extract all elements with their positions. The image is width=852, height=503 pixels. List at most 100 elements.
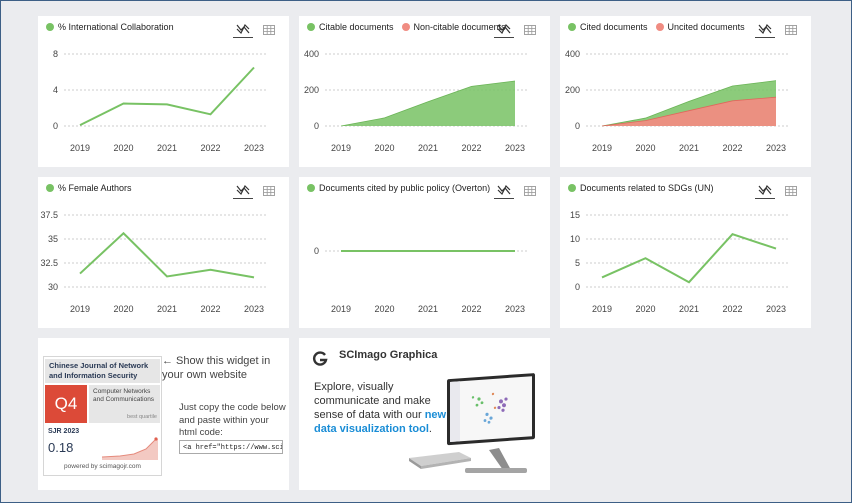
chart-view-toggle [755, 182, 801, 199]
chart-plot: 30 32.5 35 37.5 2019 2020 2021 2022 2023 [40, 210, 268, 314]
legend-item[interactable]: Citable documents [307, 22, 394, 32]
x-tick-label: 2023 [766, 304, 786, 314]
x-tick-label: 2020 [113, 304, 133, 314]
legend-label: % Female Authors [58, 183, 132, 193]
x-tick-label: 2021 [157, 304, 177, 314]
chart-plot: 0 5 10 15 2019 2020 2021 2022 2023 [570, 210, 790, 314]
y-tick-label: 4 [53, 85, 58, 95]
chart-view-toggle [233, 21, 279, 38]
x-tick-label: 2022 [461, 143, 481, 153]
y-tick-label: 0 [314, 121, 319, 131]
x-tick-label: 2022 [722, 304, 742, 314]
table-icon[interactable] [520, 22, 540, 38]
chart-view-toggle [494, 21, 540, 38]
x-tick-label: 2019 [70, 304, 90, 314]
legend-item[interactable]: Documents related to SDGs (UN) [568, 183, 714, 193]
legend-dot-icon [568, 184, 576, 192]
y-tick-label: 400 [304, 49, 319, 59]
legend-label: Citable documents [319, 22, 394, 32]
x-tick-label: 2019 [592, 143, 612, 153]
widget-sjr-label: SJR 2023 [48, 428, 80, 435]
graphica-link[interactable]: new data visualization tool [314, 409, 447, 435]
legend-dot-icon [46, 184, 54, 192]
x-tick-label: 2023 [244, 143, 264, 153]
sjr-widget[interactable]: Chinese Journal of Network and Informati… [43, 356, 162, 476]
legend-item[interactable]: Non-citable documents [401, 22, 506, 32]
legend-dot-icon [307, 23, 315, 31]
chart-plot: 0 4 8 2019 2020 2021 2022 2023 [53, 49, 268, 153]
x-tick-label: 2022 [200, 304, 220, 314]
chart-legend: Citable documents Non-citable documents [307, 22, 514, 32]
y-tick-label: 0 [575, 121, 580, 131]
y-tick-label: 400 [565, 49, 580, 59]
chart-legend: % International Collaboration [46, 22, 182, 32]
table-icon[interactable] [259, 22, 279, 38]
trend-icon[interactable] [494, 182, 514, 199]
y-tick-label: 200 [304, 85, 319, 95]
x-tick-label: 2020 [374, 304, 394, 314]
graphica-ad-card[interactable]: SCImago Graphica Explore, visually commu… [299, 338, 550, 490]
table-icon[interactable] [781, 22, 801, 38]
x-tick-label: 2019 [592, 304, 612, 314]
x-tick-label: 2020 [635, 304, 655, 314]
legend-dot-icon [568, 23, 576, 31]
trend-icon[interactable] [755, 21, 775, 38]
y-tick-label: 8 [53, 49, 58, 59]
chart-card-female-authors: % Female Authors 30 32.5 35 37.5 2019 2020 2021… [38, 177, 289, 328]
legend-item[interactable]: Cited documents [568, 22, 648, 32]
x-tick-label: 2020 [635, 143, 655, 153]
graphica-text-tail: . [428, 423, 432, 435]
y-tick-label: 30 [48, 282, 58, 292]
legend-dot-icon [655, 23, 664, 31]
line-series [79, 66, 255, 126]
y-tick-label: 0 [575, 282, 580, 292]
legend-label: Documents related to SDGs (UN) [580, 183, 714, 193]
chart-legend: % Female Authors [46, 183, 140, 193]
legend-label: Uncited documents [667, 22, 745, 32]
chart-plot: 0 200 400 2019 2020 2021 2022 2023 [304, 49, 529, 153]
y-tick-label: 0 [314, 246, 319, 256]
graphica-logo-icon [313, 351, 328, 366]
legend-item[interactable]: Uncited documents [655, 22, 745, 32]
legend-item[interactable]: Documents cited by public policy (Overto… [307, 183, 490, 193]
area-series-top-line [340, 80, 516, 127]
table-icon[interactable] [520, 183, 540, 199]
legend-dot-icon [401, 23, 410, 31]
legend-label: Cited documents [580, 22, 648, 32]
chart-plot: 0 200 400 2019 2020 2021 2022 2023 [565, 49, 790, 153]
x-tick-label: 2019 [331, 304, 351, 314]
chart-view-toggle [233, 182, 279, 199]
legend-label: Documents cited by public policy (Overto… [319, 183, 491, 193]
chart-legend: Cited documents Uncited documents [568, 22, 753, 32]
graphica-text: Explore, visually communicate and make s… [314, 381, 431, 421]
legend-item[interactable]: % International Collaboration [46, 22, 174, 32]
trend-icon[interactable] [233, 182, 253, 199]
legend-dot-icon [46, 23, 54, 31]
chart-legend: Documents cited by public policy (Overto… [307, 183, 498, 193]
widget-sjr-value: 0.18 [48, 440, 74, 455]
legend-item[interactable]: % Female Authors [46, 183, 132, 193]
line-series [79, 231, 255, 279]
widget-copy-instructions: Just copy the code below and paste withi… [179, 402, 286, 438]
x-tick-label: 2019 [70, 143, 90, 153]
trend-icon[interactable] [755, 182, 775, 199]
x-tick-label: 2022 [461, 304, 481, 314]
x-tick-label: 2022 [200, 143, 220, 153]
trend-icon[interactable] [494, 21, 514, 38]
table-icon[interactable] [259, 183, 279, 199]
area-series-top-line [601, 80, 777, 127]
widget-sparkline [101, 437, 158, 460]
line-series [601, 233, 777, 284]
y-tick-label: 15 [570, 210, 580, 220]
graphica-description: Explore, visually communicate and make s… [314, 380, 454, 436]
chart-view-toggle [494, 182, 540, 199]
trend-icon[interactable] [233, 21, 253, 38]
x-tick-label: 2023 [505, 304, 525, 314]
legend-label: % International Collaboration [58, 22, 174, 32]
y-tick-label: 35 [48, 234, 58, 244]
widget-best-quartile: best quartile [127, 414, 157, 420]
x-tick-label: 2023 [505, 143, 525, 153]
chart-view-toggle [755, 21, 801, 38]
table-icon[interactable] [781, 183, 801, 199]
widget-code-input[interactable]: <a href="https://www.scimagojr.com/journ… [179, 440, 283, 454]
